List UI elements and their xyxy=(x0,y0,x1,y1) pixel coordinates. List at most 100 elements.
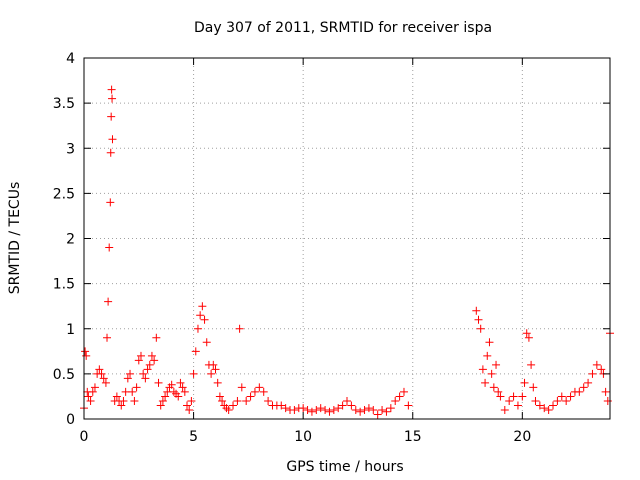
data-point xyxy=(356,407,365,416)
data-point xyxy=(492,360,501,369)
data-point xyxy=(86,396,95,405)
data-point xyxy=(145,360,154,369)
data-point xyxy=(382,407,391,416)
y-tick-label: 4 xyxy=(66,51,75,67)
data-point xyxy=(132,383,141,392)
data-point xyxy=(82,351,91,360)
y-tick-label: 3.5 xyxy=(53,96,75,112)
y-tick-label: 3 xyxy=(66,141,75,157)
data-point xyxy=(255,383,264,392)
data-point xyxy=(472,306,481,315)
data-point xyxy=(154,378,163,387)
data-point xyxy=(97,369,106,378)
data-point xyxy=(316,404,325,413)
data-point xyxy=(233,396,242,405)
x-tick-labels: 0 5 10 15 20 xyxy=(80,429,532,445)
data-point xyxy=(150,356,159,365)
data-point xyxy=(509,392,518,401)
data-point xyxy=(183,401,192,410)
y-axis-label: SRMTID / TECUs xyxy=(7,182,23,295)
data-point xyxy=(84,392,93,401)
data-point xyxy=(312,405,321,414)
data-point xyxy=(105,243,114,252)
y-tick-label: 1.5 xyxy=(53,277,75,293)
data-point xyxy=(185,405,194,414)
data-point xyxy=(207,369,216,378)
y-tick-labels: 0 0.5 1 1.5 2 2.5 3 3.5 4 xyxy=(53,51,75,428)
data-point xyxy=(487,369,496,378)
data-point xyxy=(584,378,593,387)
x-axis-label: GPS time / hours xyxy=(286,459,403,475)
data-point xyxy=(143,365,152,374)
data-point xyxy=(180,387,189,396)
data-point xyxy=(126,369,135,378)
data-point xyxy=(187,396,196,405)
data-point xyxy=(518,392,527,401)
data-point xyxy=(224,405,233,414)
data-point xyxy=(202,338,211,347)
data-point xyxy=(524,333,533,342)
data-point xyxy=(128,387,137,396)
data-point xyxy=(176,378,185,387)
data-point xyxy=(112,392,121,401)
data-point xyxy=(513,401,522,410)
data-point xyxy=(290,405,299,414)
data-point xyxy=(307,407,316,416)
data-point xyxy=(237,383,246,392)
data-point xyxy=(88,387,97,396)
data-point xyxy=(329,405,338,414)
data-point xyxy=(557,392,566,401)
data-point xyxy=(588,369,597,378)
data-point xyxy=(369,405,378,414)
data-point xyxy=(103,333,112,342)
data-point xyxy=(489,383,498,392)
data-point xyxy=(579,383,588,392)
data-point xyxy=(147,351,156,360)
data-point xyxy=(189,369,198,378)
data-point xyxy=(169,387,178,396)
data-point xyxy=(106,148,115,157)
data-point xyxy=(592,360,601,369)
data-point xyxy=(364,404,373,413)
data-point xyxy=(478,365,487,374)
data-points xyxy=(80,85,614,419)
data-point xyxy=(391,396,400,405)
data-point xyxy=(193,324,202,333)
data-point xyxy=(139,369,148,378)
data-point xyxy=(264,396,273,405)
grid-layer xyxy=(84,58,610,419)
data-point xyxy=(553,396,562,405)
data-point xyxy=(106,198,115,207)
data-point xyxy=(134,356,143,365)
data-point xyxy=(575,387,584,396)
data-point xyxy=(123,374,132,383)
data-point xyxy=(200,315,209,324)
data-point xyxy=(281,404,290,413)
data-point xyxy=(395,392,404,401)
data-point xyxy=(360,405,369,414)
data-point xyxy=(562,396,571,405)
data-point xyxy=(474,315,483,324)
data-point xyxy=(334,404,343,413)
data-point xyxy=(603,396,612,405)
data-point xyxy=(527,360,536,369)
data-point xyxy=(597,365,606,374)
data-point xyxy=(540,404,549,413)
data-point xyxy=(161,392,170,401)
data-point xyxy=(505,396,514,405)
data-point xyxy=(343,396,351,405)
data-point xyxy=(108,135,117,144)
data-point xyxy=(90,383,99,392)
y-tick-label: 0 xyxy=(66,412,75,428)
data-point xyxy=(522,329,531,338)
data-point xyxy=(481,378,490,387)
data-point xyxy=(178,383,187,392)
data-point xyxy=(108,94,117,103)
data-point xyxy=(119,396,128,405)
data-point xyxy=(483,351,492,360)
data-point xyxy=(196,311,205,320)
y-tick-label: 2.5 xyxy=(53,186,75,202)
data-point xyxy=(104,297,113,306)
data-point xyxy=(566,392,575,401)
data-point xyxy=(107,112,116,121)
